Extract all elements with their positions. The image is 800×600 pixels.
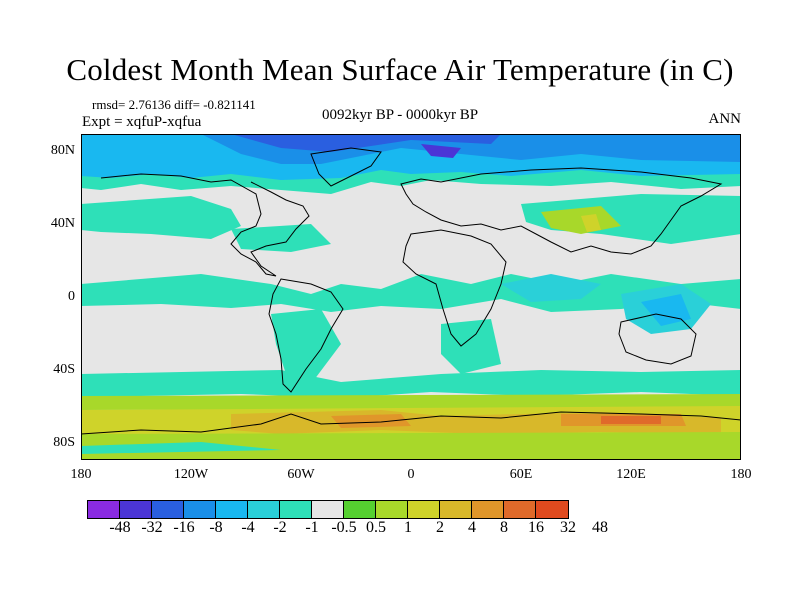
period-label: 0092kyr BP - 0000kyr BP <box>322 107 479 123</box>
colorbar-swatch <box>344 501 376 518</box>
colorbar-swatch <box>248 501 280 518</box>
x-tick-0: 0 <box>407 467 415 482</box>
colorbar-swatch <box>120 501 152 518</box>
y-tick-0: 0 <box>68 289 75 304</box>
colorbar-label: -8 <box>209 519 223 536</box>
x-tick-180w: 180 <box>70 467 92 482</box>
colorbar-swatch <box>472 501 504 518</box>
y-tick-80s: 80S <box>53 435 75 450</box>
colorbar-label: 0.5 <box>366 519 386 536</box>
colorbar-swatch <box>152 501 184 518</box>
colorbar-swatch <box>504 501 536 518</box>
x-tick-120e: 120E <box>616 467 646 482</box>
x-tick-180e: 180 <box>730 467 752 482</box>
map-svg <box>81 134 741 460</box>
stats-label: rmsd= 2.76136 diff= -0.821141 <box>92 97 256 112</box>
colorbar-label: 2 <box>436 519 444 536</box>
colorbar-label: -4 <box>241 519 255 536</box>
y-tick-80n: 80N <box>50 143 75 158</box>
y-tick-40s: 40S <box>53 362 75 377</box>
colorbar-swatch <box>88 501 120 518</box>
map-plot <box>81 134 741 460</box>
colorbar-label: 1 <box>404 519 412 536</box>
experiment-label: Expt = xqfuP-xqfua <box>82 114 202 130</box>
colorbar-label: 16 <box>528 519 544 536</box>
colorbar-swatch <box>440 501 472 518</box>
colorbar-swatch <box>408 501 440 518</box>
colorbar-swatch <box>280 501 312 518</box>
colorbar-label: 48 <box>592 519 608 536</box>
colorbar-label: 4 <box>468 519 476 536</box>
x-tick-60e: 60E <box>509 467 533 482</box>
colorbar-label: -32 <box>141 519 163 536</box>
colorbar-label: -48 <box>109 519 131 536</box>
anomaly-fill <box>81 134 741 460</box>
colorbar-label: -1 <box>305 519 319 536</box>
colorbar-label: 32 <box>560 519 576 536</box>
x-tick-60w: 60W <box>287 467 315 482</box>
chart-title: Coldest Month Mean Surface Air Temperatu… <box>66 52 734 87</box>
colorbar-swatch <box>312 501 344 518</box>
x-tick-120w: 120W <box>173 467 209 482</box>
season-label: ANN <box>708 111 742 127</box>
coastlines <box>81 147 741 435</box>
colorbar-swatch <box>376 501 408 518</box>
colorbar-label: -0.5 <box>331 519 357 536</box>
colorbar <box>87 500 569 519</box>
colorbar-swatch <box>536 501 568 518</box>
colorbar-label: -2 <box>273 519 287 536</box>
colorbar-swatch <box>216 501 248 518</box>
colorbar-label: 8 <box>500 519 508 536</box>
colorbar-label: -16 <box>173 519 195 536</box>
y-tick-40n: 40N <box>50 216 75 231</box>
colorbar-swatch <box>184 501 216 518</box>
